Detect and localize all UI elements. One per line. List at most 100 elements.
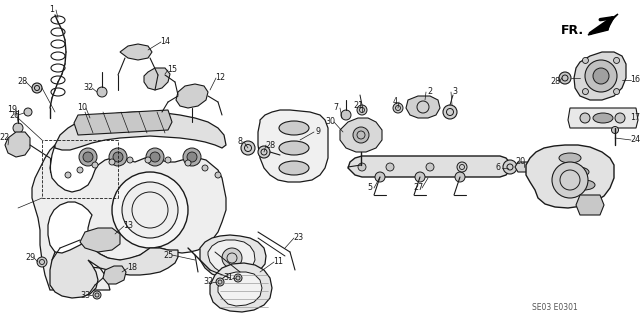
- Circle shape: [582, 89, 588, 94]
- Text: 13: 13: [123, 221, 133, 231]
- Text: 22: 22: [0, 133, 10, 143]
- Text: 33: 33: [80, 291, 90, 300]
- Polygon shape: [588, 14, 618, 35]
- Ellipse shape: [279, 141, 309, 155]
- Circle shape: [185, 160, 191, 166]
- Circle shape: [222, 248, 242, 268]
- Circle shape: [393, 103, 403, 113]
- Circle shape: [593, 68, 609, 84]
- Circle shape: [580, 113, 590, 123]
- Text: 2: 2: [428, 87, 433, 97]
- Circle shape: [234, 274, 242, 282]
- Circle shape: [611, 127, 618, 133]
- Ellipse shape: [559, 153, 581, 163]
- Text: 27: 27: [413, 183, 423, 192]
- Polygon shape: [218, 272, 262, 306]
- Text: 18: 18: [127, 263, 137, 272]
- Circle shape: [146, 148, 164, 166]
- Circle shape: [150, 152, 160, 162]
- Circle shape: [258, 146, 270, 158]
- Circle shape: [582, 57, 588, 63]
- Circle shape: [503, 160, 517, 174]
- Text: 32: 32: [203, 278, 213, 286]
- Circle shape: [386, 163, 394, 171]
- Circle shape: [585, 60, 617, 92]
- Circle shape: [353, 127, 369, 143]
- Circle shape: [216, 278, 224, 286]
- Circle shape: [109, 148, 127, 166]
- Polygon shape: [574, 52, 626, 100]
- Circle shape: [614, 57, 620, 63]
- Circle shape: [341, 110, 351, 120]
- Circle shape: [127, 157, 133, 163]
- Circle shape: [112, 172, 188, 248]
- Text: 7: 7: [333, 103, 339, 113]
- Circle shape: [375, 172, 385, 182]
- Polygon shape: [200, 235, 266, 279]
- Polygon shape: [120, 44, 152, 60]
- Circle shape: [443, 105, 457, 119]
- Text: 24: 24: [630, 136, 640, 145]
- Circle shape: [552, 162, 588, 198]
- Text: 23: 23: [293, 234, 303, 242]
- Circle shape: [92, 162, 98, 168]
- Text: 9: 9: [316, 128, 321, 137]
- Text: 17: 17: [630, 114, 640, 122]
- Text: 20: 20: [515, 158, 525, 167]
- Text: 11: 11: [273, 257, 283, 266]
- Text: 8: 8: [237, 137, 243, 146]
- Text: 16: 16: [630, 76, 640, 85]
- Text: 10: 10: [77, 103, 87, 113]
- Polygon shape: [55, 112, 226, 150]
- Text: 28: 28: [550, 78, 560, 86]
- Text: 3: 3: [452, 87, 458, 97]
- Polygon shape: [348, 156, 510, 177]
- Polygon shape: [576, 195, 604, 215]
- Circle shape: [187, 152, 197, 162]
- Text: 19: 19: [7, 106, 17, 115]
- Circle shape: [615, 113, 625, 123]
- Ellipse shape: [593, 113, 613, 123]
- Circle shape: [183, 148, 201, 166]
- Circle shape: [24, 108, 32, 116]
- Text: 32: 32: [83, 84, 93, 93]
- Polygon shape: [80, 228, 120, 252]
- Text: 25: 25: [163, 250, 173, 259]
- Polygon shape: [74, 110, 172, 135]
- Text: 4: 4: [392, 98, 397, 107]
- Text: 21: 21: [353, 100, 363, 109]
- Circle shape: [13, 123, 23, 133]
- Polygon shape: [176, 84, 208, 108]
- Polygon shape: [340, 118, 382, 152]
- Polygon shape: [144, 68, 170, 90]
- Ellipse shape: [573, 180, 595, 190]
- Text: 28: 28: [265, 140, 275, 150]
- Polygon shape: [568, 108, 638, 128]
- Circle shape: [77, 167, 83, 173]
- Circle shape: [426, 163, 434, 171]
- Polygon shape: [32, 145, 226, 290]
- Polygon shape: [258, 110, 328, 182]
- Text: SE03 E0301: SE03 E0301: [532, 303, 578, 313]
- Circle shape: [215, 172, 221, 178]
- Polygon shape: [406, 96, 440, 118]
- Circle shape: [457, 162, 467, 172]
- Circle shape: [65, 172, 71, 178]
- Circle shape: [83, 152, 93, 162]
- Circle shape: [79, 148, 97, 166]
- Text: 15: 15: [167, 65, 177, 75]
- Circle shape: [93, 291, 101, 299]
- Polygon shape: [526, 145, 614, 208]
- Circle shape: [37, 257, 47, 267]
- Circle shape: [357, 105, 367, 115]
- Circle shape: [559, 72, 571, 84]
- Circle shape: [455, 172, 465, 182]
- Text: 29: 29: [25, 254, 35, 263]
- Circle shape: [145, 157, 151, 163]
- Ellipse shape: [567, 167, 589, 177]
- Text: 31: 31: [223, 273, 233, 283]
- Ellipse shape: [279, 161, 309, 175]
- Circle shape: [358, 163, 366, 171]
- Circle shape: [32, 83, 42, 93]
- Circle shape: [113, 152, 123, 162]
